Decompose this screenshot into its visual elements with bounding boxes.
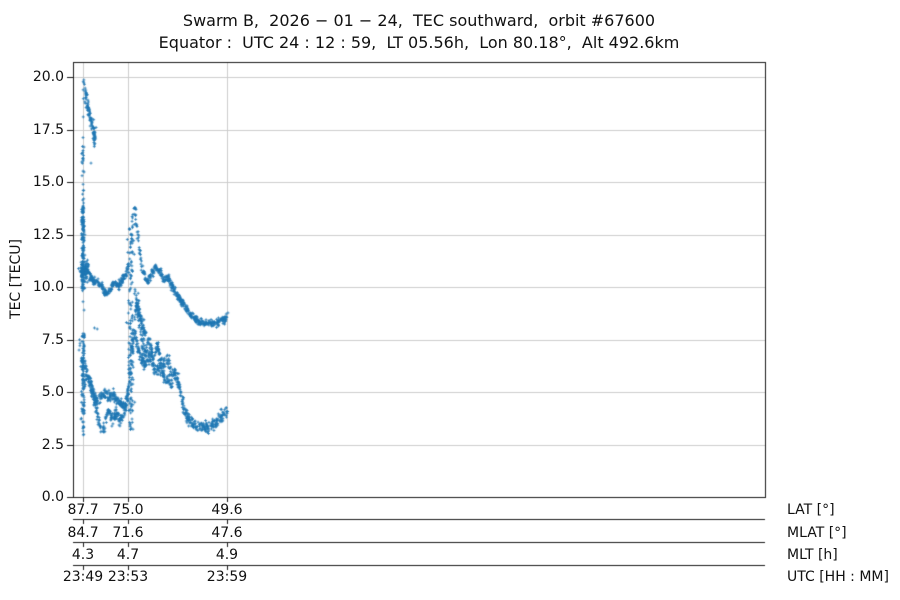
axis-unit-label: LAT [°]	[787, 501, 835, 518]
y-tick-label: 20.0	[32, 69, 64, 85]
y-tick-label: 10.0	[32, 279, 64, 295]
axis-unit-label: UTC [HH : MM]	[787, 569, 889, 585]
x-tick-label-mlat: 84.7	[67, 524, 99, 541]
axis-unit-label: MLAT [°]	[787, 524, 847, 541]
y-tick-label: 5.0	[41, 384, 64, 400]
y-tick-label: 2.5	[41, 436, 64, 453]
y-tick-label: 15.0	[32, 174, 64, 190]
x-tick-label-lat: 87.7	[67, 501, 99, 518]
x-tick-label-mlat: 47.6	[211, 524, 243, 541]
y-tick-label: 12.5	[32, 226, 64, 243]
axis-unit-label: MLT [h]	[787, 547, 838, 563]
x-tick-label-utc: 23:49	[62, 569, 104, 585]
y-tick-label: 0.0	[41, 489, 64, 505]
y-tick-label: 7.5	[41, 331, 64, 348]
y-tick-label: 17.5	[32, 121, 64, 138]
x-tick-label-lat: 75.0	[112, 501, 144, 518]
x-tick-label-utc: 23:53	[107, 569, 149, 585]
x-tick-label-mlat: 71.6	[112, 524, 144, 541]
x-tick-label-mlt: 4.9	[215, 547, 239, 563]
x-tick-label-mlt: 4.7	[116, 547, 140, 563]
x-tick-label-mlt: 4.3	[71, 547, 95, 563]
chart-subtitle: Equator : UTC 24 : 12 : 59, LT 05.56h, L…	[158, 33, 680, 52]
chart-title: Swarm B, 2026 − 01 − 24, TEC southward, …	[182, 11, 656, 30]
x-tick-label-lat: 49.6	[211, 501, 243, 518]
x-tick-label-utc: 23:59	[206, 569, 248, 585]
